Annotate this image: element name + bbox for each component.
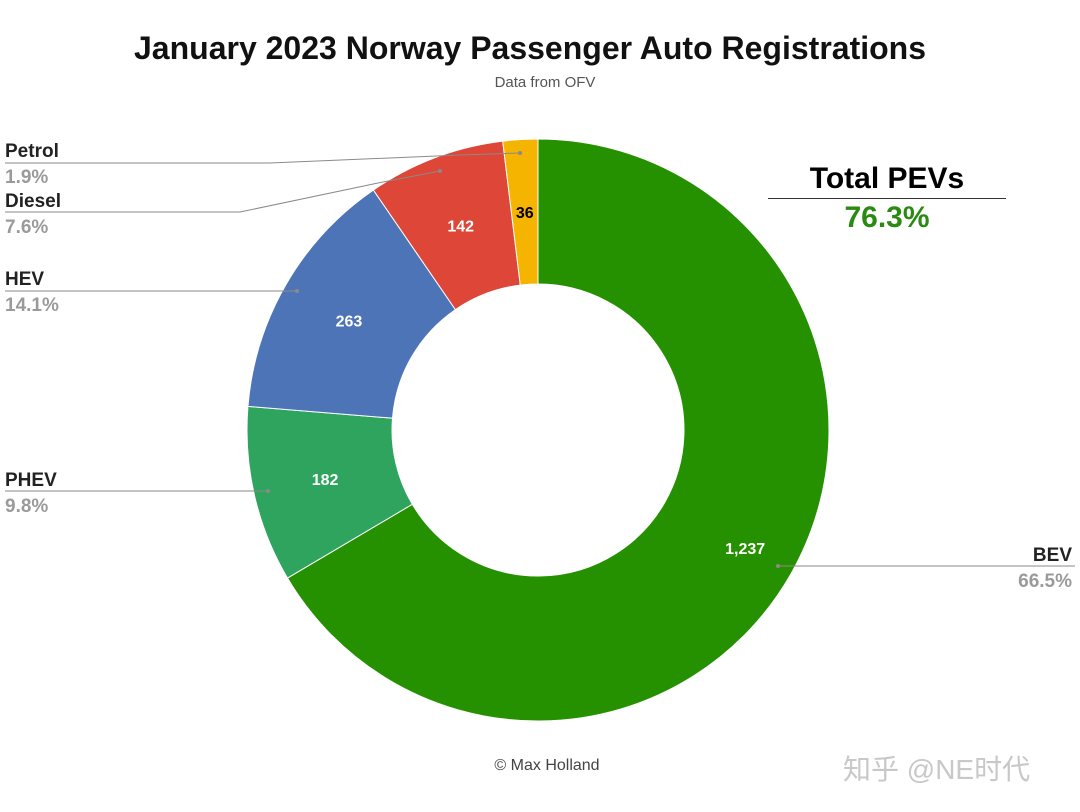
value-label-diesel: 142: [447, 219, 474, 236]
value-label-phev: 182: [312, 472, 339, 489]
leader-dot-phev: [266, 489, 270, 493]
value-label-hev: 263: [336, 313, 363, 330]
total-pevs-label: Total PEVs: [768, 162, 1006, 199]
value-label-petrol: 36: [516, 205, 534, 222]
chart-title: January 2023 Norway Passenger Auto Regis…: [134, 30, 926, 66]
slice-petrol: [502, 138, 539, 286]
leader-dot-petrol: [518, 151, 522, 155]
leader-dot-bev: [776, 564, 780, 568]
slice-hev: [247, 189, 457, 419]
category-label-phev: PHEV: [5, 470, 57, 491]
credit-text: © Max Holland: [494, 757, 600, 774]
percent-label-hev: 14.1%: [5, 295, 59, 316]
category-label-diesel: Diesel: [5, 191, 61, 212]
chart-subtitle: Data from OFV: [494, 74, 596, 91]
value-label-bev: 1,237: [725, 541, 765, 558]
percent-label-petrol: 1.9%: [5, 167, 48, 188]
watermark: 知乎 @NE时代: [843, 754, 1031, 785]
percent-label-phev: 9.8%: [5, 496, 48, 517]
category-label-hev: HEV: [5, 269, 44, 290]
category-label-bev: BEV: [1033, 545, 1072, 566]
leader-line-petrol: [5, 152, 521, 164]
leader-dot-diesel: [438, 169, 442, 173]
slice-bev: [286, 138, 830, 722]
leader-line-diesel: [5, 170, 441, 213]
percent-label-bev: 66.5%: [1018, 571, 1072, 592]
percent-label-diesel: 7.6%: [5, 217, 48, 238]
total-pevs-value: 76.3%: [844, 201, 930, 234]
leader-dot-hev: [295, 289, 299, 293]
total-pevs-callout: Total PEVs 76.3%: [768, 162, 1006, 235]
category-label-petrol: Petrol: [5, 141, 59, 162]
